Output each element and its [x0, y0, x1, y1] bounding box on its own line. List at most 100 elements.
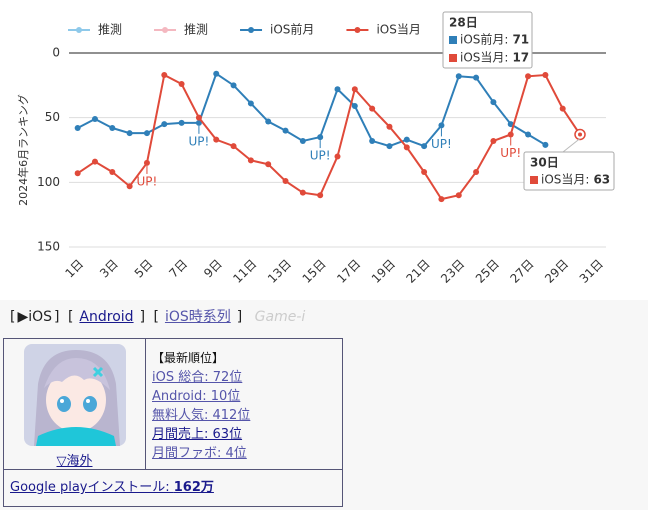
data-point	[213, 136, 220, 143]
data-point	[230, 143, 237, 150]
data-point	[438, 196, 445, 203]
annotation: UP!	[431, 137, 452, 151]
legend-item: 推測	[154, 23, 208, 37]
data-point	[559, 105, 566, 112]
data-point	[265, 118, 272, 125]
data-point	[265, 161, 272, 168]
tooltip-swatch	[449, 54, 457, 62]
y-tick-label: 0	[52, 46, 60, 60]
x-tick-label: 9日	[201, 257, 225, 281]
data-point	[317, 134, 324, 141]
rank-link[interactable]: Android: 10位	[152, 389, 241, 404]
install-link[interactable]: Google playインストール: 162万	[10, 480, 214, 495]
x-tick-label: 31日	[577, 257, 606, 286]
x-tick-label: 5日	[132, 257, 156, 281]
legend-item: iOS前月	[240, 22, 314, 37]
data-point	[91, 158, 98, 165]
x-tick-label: 19日	[369, 257, 398, 286]
tooltip: 28日 iOS前月: 71 iOS当月: 17	[442, 11, 533, 69]
data-point	[334, 86, 341, 93]
legend-label: iOS当月	[376, 23, 420, 37]
data-point	[282, 127, 289, 134]
tooltip-label: iOS当月:	[460, 51, 508, 65]
data-point	[525, 73, 532, 80]
legend-label: iOS前月	[270, 22, 314, 37]
y-tick-label: 50	[45, 110, 60, 124]
data-point	[369, 137, 376, 144]
y-tick-label: 150	[37, 240, 60, 254]
tooltip-box	[523, 151, 615, 191]
nav: [▶iOS] [Android] [iOS時系列] Game-i	[8, 306, 305, 326]
data-point	[195, 119, 202, 126]
rank-link[interactable]: 無料人気: 412位	[152, 408, 251, 423]
y-tick-label: 100	[37, 175, 60, 189]
data-point	[507, 131, 514, 138]
data-point	[403, 144, 410, 151]
x-tick-label: 21日	[404, 257, 433, 286]
bracket: [	[10, 309, 16, 325]
image-cell: ▽海外	[3, 338, 146, 470]
x-tick-label: 23日	[438, 257, 467, 286]
data-point	[109, 168, 116, 175]
data-point	[455, 73, 462, 80]
rank-link[interactable]: 月間ファボ: 4位	[152, 446, 247, 461]
rank-heading: 【最新順位】	[152, 351, 225, 365]
tooltip-value: 17	[512, 51, 529, 65]
legend-label: 推測	[98, 23, 122, 37]
legend-symbol	[162, 27, 169, 33]
data-point	[178, 119, 185, 126]
x-tick-label: 17日	[334, 257, 363, 286]
legend-symbol	[248, 27, 255, 33]
data-point	[213, 70, 220, 77]
rank-link[interactable]: iOS 総合: 72位	[152, 370, 243, 385]
data-point	[490, 99, 497, 106]
annotation: UP!	[137, 174, 158, 188]
data-point	[473, 168, 480, 175]
legend-item: 推測	[68, 23, 122, 37]
nav-link[interactable]: iOS時系列	[164, 309, 231, 325]
data-point	[542, 141, 549, 148]
highlight-dot	[578, 132, 583, 137]
install-label: Google playインストール:	[10, 480, 174, 495]
bracket: [	[153, 309, 159, 325]
tooltip-label: iOS前月:	[460, 32, 508, 47]
data-point	[473, 74, 480, 81]
rank-cell: 【最新順位】 iOS 総合: 72位 Android: 10位 無料人気: 41…	[145, 338, 343, 470]
legend-label: 推測	[184, 23, 208, 37]
install-cell: Google playインストール: 162万	[3, 469, 343, 507]
data-point	[74, 170, 81, 177]
rank-link[interactable]: 月間売上: 63位	[152, 427, 243, 442]
legend-symbol	[76, 27, 82, 33]
data-point	[161, 121, 168, 128]
tooltip-value: 71	[512, 33, 529, 47]
data-point	[351, 86, 358, 93]
data-point	[507, 121, 514, 128]
bracket: ]	[139, 309, 146, 325]
data-point	[299, 137, 306, 144]
tooltip-title: 28日	[449, 16, 478, 30]
nav-link[interactable]: Android	[79, 309, 134, 325]
data-point	[317, 192, 324, 199]
data-point	[386, 123, 393, 130]
x-tick-label: 7日	[166, 257, 190, 281]
avatar[interactable]	[23, 344, 126, 446]
data-point	[126, 130, 133, 137]
data-point	[403, 136, 410, 143]
data-point	[299, 189, 306, 196]
data-point	[247, 157, 254, 164]
tooltip-title: 30日	[530, 156, 559, 170]
data-point	[351, 103, 358, 110]
annotation: UP!	[310, 149, 331, 163]
data-point	[386, 143, 393, 150]
legend-symbol	[354, 27, 361, 33]
x-tick-label: 1日	[62, 257, 86, 281]
overseas-link[interactable]: ▽海外	[56, 454, 93, 469]
bracket: ]	[236, 309, 243, 325]
data-point	[334, 153, 341, 160]
data-point	[161, 71, 168, 78]
data-point	[438, 122, 445, 129]
tooltip-pointer	[562, 138, 581, 153]
x-tick-label: 11日	[230, 257, 259, 286]
